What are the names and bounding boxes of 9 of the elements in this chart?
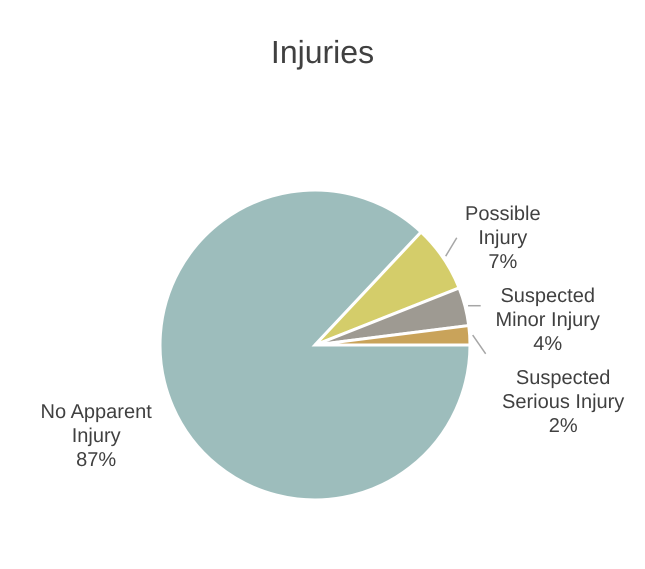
slice-label: Suspected Serious Injury: [502, 366, 624, 413]
chart-title: Injuries: [270, 34, 374, 70]
data-label: 2%: [548, 414, 578, 437]
slice-label: Suspected Minor Injury: [495, 284, 600, 331]
slice-label: No Apparent Injury: [40, 401, 152, 448]
slice-label: Possible Injury: [464, 202, 541, 249]
data-label: 7%: [488, 250, 518, 273]
data-label: 87%: [76, 449, 116, 472]
data-label: 4%: [533, 332, 562, 355]
